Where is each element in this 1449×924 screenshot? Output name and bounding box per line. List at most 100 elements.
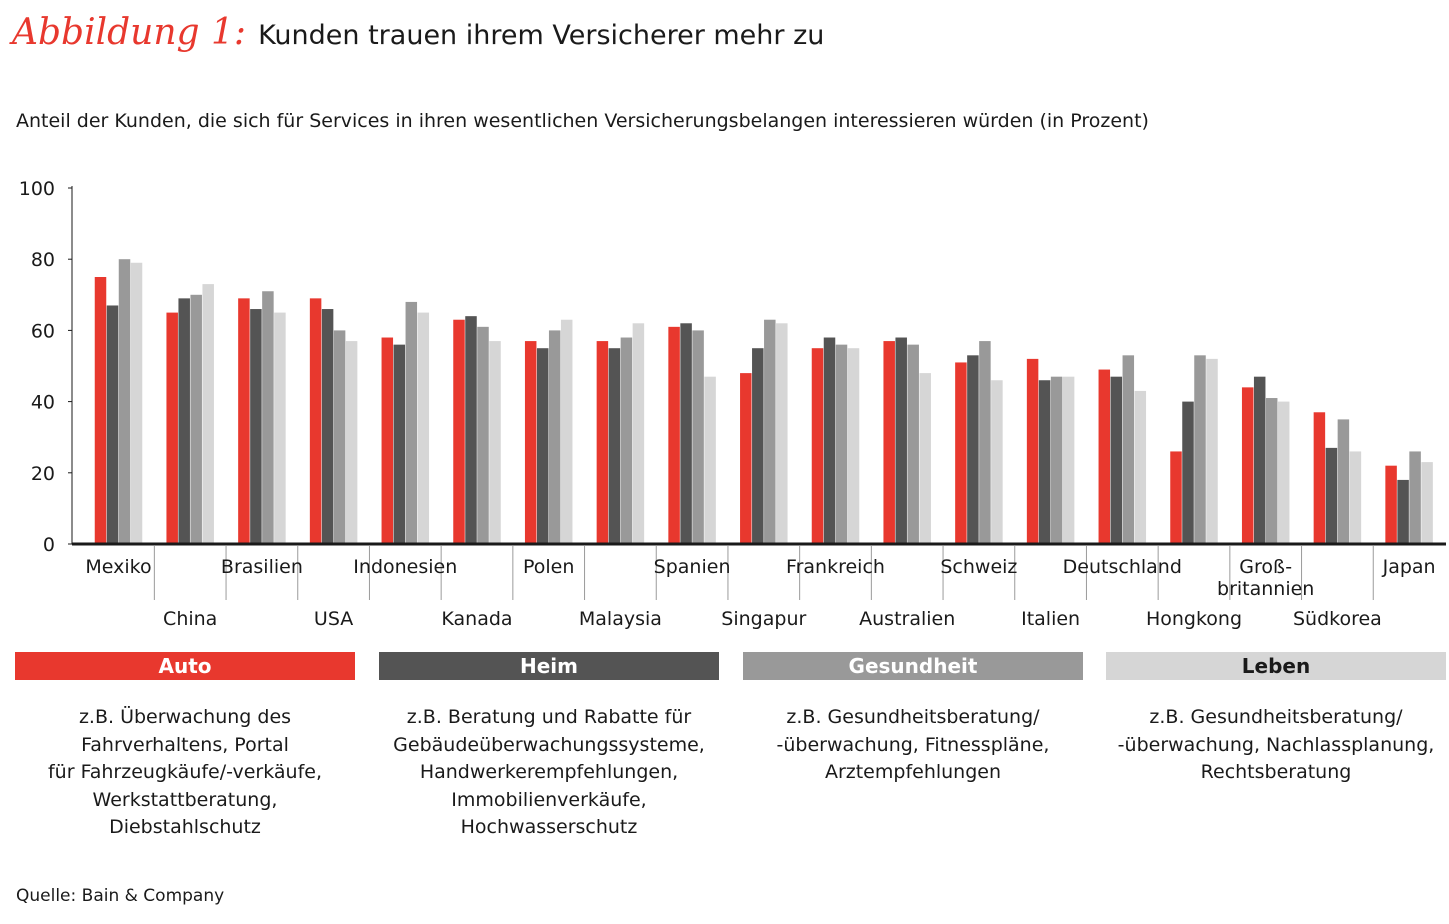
- x-category-label: Singapur: [721, 608, 806, 630]
- bar-auto: [1241, 387, 1254, 544]
- x-category-label: Malaysia: [579, 608, 662, 630]
- bar-chart: 0 20 40 60 80 100 Mexiko China Brasilien USA Indon…: [19, 178, 1446, 630]
- bar-leben: [274, 312, 286, 544]
- x-category-label: Brasilien: [221, 556, 303, 578]
- bar-auto: [1385, 465, 1397, 544]
- bar-auto: [811, 348, 824, 544]
- bar-leben: [847, 348, 860, 544]
- bar-heim: [536, 348, 549, 544]
- bar-heim: [106, 305, 119, 544]
- desc-line: -überwachung, Nachlassplanung,: [1117, 733, 1435, 756]
- desc-line: Handwerkerempfehlungen,: [419, 761, 679, 783]
- desc-line: Arztempfehlungen: [824, 761, 1002, 783]
- x-category-label: Japan: [1382, 556, 1436, 578]
- bar-leben: [489, 341, 501, 544]
- bar-leben: [560, 319, 573, 544]
- bar-gesundheit: [1122, 355, 1135, 544]
- bar-leben: [130, 262, 143, 544]
- bar-gesundheit: [1194, 355, 1206, 544]
- y-tick-label: 0: [43, 534, 55, 556]
- bar-heim: [178, 298, 190, 544]
- bar-auto: [955, 362, 967, 544]
- y-tick-label: 40: [31, 392, 55, 414]
- desc-line: z.B. Gesundheitsberatung/: [1149, 706, 1403, 728]
- legend-auto: Auto: [15, 652, 355, 680]
- bar-auto: [668, 326, 680, 544]
- x-category-label: Australien: [859, 608, 955, 630]
- bar-gesundheit: [1409, 451, 1421, 544]
- x-category-label: Spanien: [654, 556, 731, 578]
- x-category-label: Südkorea: [1293, 608, 1382, 630]
- bar-heim: [1182, 401, 1194, 544]
- bar-leben: [919, 373, 931, 544]
- bar-auto: [238, 298, 250, 544]
- bar-heim: [1110, 376, 1123, 544]
- bar-auto: [524, 341, 537, 544]
- x-category-label: Mexiko: [85, 556, 151, 578]
- figure-title-row: Abbildung 1: Kunden trauen ihrem Versich…: [12, 12, 824, 62]
- x-category-label: Kanada: [441, 608, 512, 630]
- bar-auto: [453, 319, 465, 544]
- desc-line: z.B. Überwachung des: [78, 706, 292, 728]
- y-tick-label: 80: [31, 249, 55, 271]
- x-category-label: Groß-britannien: [1217, 556, 1314, 600]
- bar-heim: [680, 323, 692, 544]
- x-category-label: Italien: [1021, 608, 1080, 630]
- bar-gesundheit: [190, 294, 202, 544]
- bar-gesundheit: [118, 259, 131, 544]
- bar-gesundheit: [979, 341, 991, 544]
- x-category-label: Schweiz: [940, 556, 1017, 578]
- legend-heim-description: z.B. Beratung und Rabatte für Gebäudeübe…: [369, 704, 729, 842]
- bar-auto: [883, 341, 895, 544]
- bar-heim: [752, 348, 764, 544]
- bar-auto: [309, 298, 322, 544]
- bar-heim: [321, 309, 334, 544]
- bar-gesundheit: [835, 344, 848, 544]
- bar-leben: [991, 380, 1003, 544]
- x-category-label: Frankreich: [786, 556, 885, 578]
- desc-line: Gebäudeüberwachungssysteme,: [393, 733, 705, 756]
- bar-auto: [94, 277, 107, 544]
- desc-line: Immobilienverkäufe,: [451, 788, 647, 811]
- x-category-label: Polen: [523, 556, 574, 578]
- bar-heim: [393, 344, 406, 544]
- x-category-label: Hongkong: [1146, 608, 1242, 630]
- x-category-label: Deutschland: [1063, 556, 1182, 578]
- bar-gesundheit: [907, 344, 919, 544]
- bar-leben: [1134, 390, 1147, 544]
- bar-auto: [1026, 358, 1039, 544]
- bar-heim: [823, 337, 836, 544]
- bar-heim: [967, 355, 979, 544]
- x-category-label: China: [163, 608, 217, 630]
- bar-leben: [1349, 451, 1362, 544]
- bar-auto: [381, 337, 394, 544]
- source-note: Quelle: Bain & Company: [16, 886, 225, 906]
- bar-leben: [202, 284, 214, 544]
- bar-auto: [1170, 451, 1182, 544]
- bar-gesundheit: [548, 330, 561, 544]
- bar-gesundheit: [692, 330, 704, 544]
- figure-title: Kunden trauen ihrem Versicherer mehr zu: [258, 20, 825, 51]
- bar-gesundheit: [477, 326, 489, 544]
- bar-auto: [1313, 412, 1326, 544]
- bar-leben: [704, 376, 716, 544]
- desc-line: für Fahrzeugkäufe/-verkäufe,: [47, 761, 323, 783]
- bar-leben: [1206, 358, 1218, 544]
- desc-line: Fahrverhaltens, Portal: [81, 733, 289, 756]
- bar-heim: [895, 337, 907, 544]
- bar-heim: [1325, 447, 1338, 544]
- bar-gesundheit: [333, 330, 346, 544]
- y-tick-label: 60: [31, 320, 55, 342]
- y-tick-label: 20: [31, 463, 55, 485]
- legend-leben: Leben: [1106, 652, 1446, 680]
- bar-leben: [345, 341, 358, 544]
- legend-gesundheit: Gesundheit: [743, 652, 1083, 680]
- bar-auto: [740, 373, 752, 544]
- chart-subtitle: Anteil der Kunden, die sich für Services…: [16, 110, 1149, 132]
- desc-line: Rechtsberatung: [1200, 761, 1352, 783]
- bar-gesundheit: [764, 319, 776, 544]
- bar-gesundheit: [1337, 419, 1350, 544]
- bar-leben: [417, 312, 430, 544]
- desc-line: Werkstattberatung,: [92, 788, 278, 811]
- bar-auto: [166, 312, 178, 544]
